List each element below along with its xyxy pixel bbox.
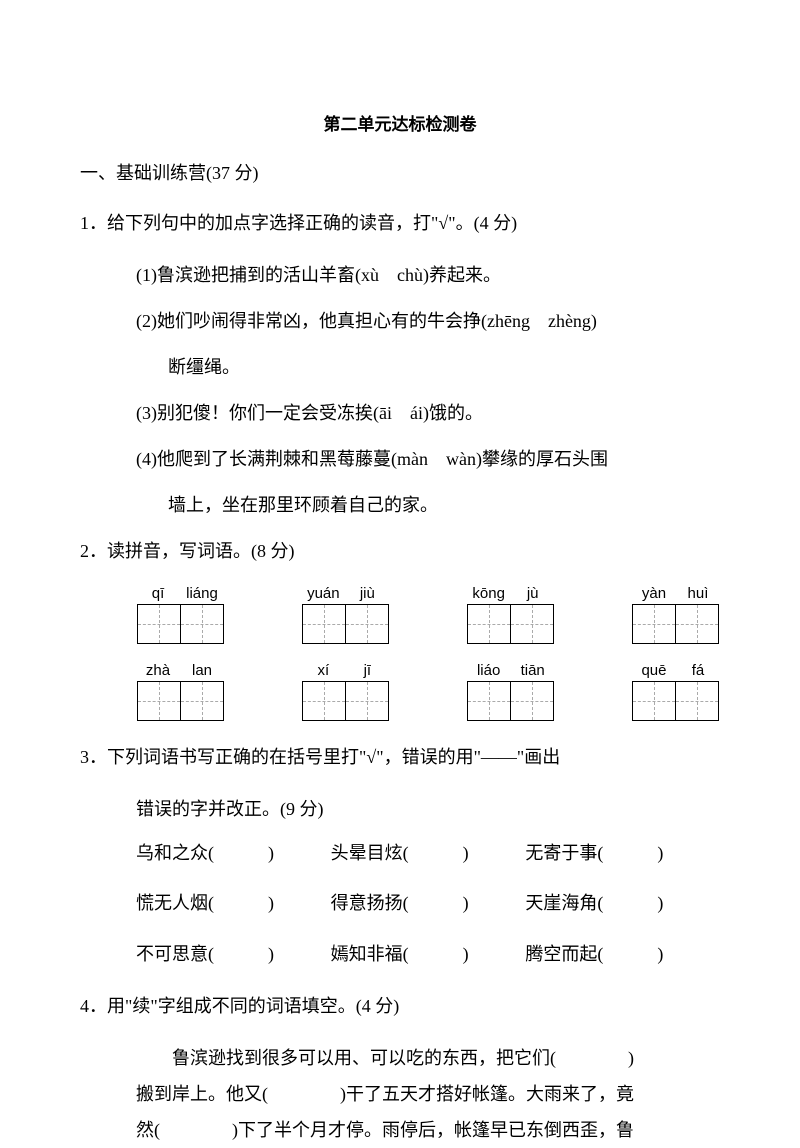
q1-s3: (3)别犯傻！你们一定会受冻挨(āi ái)饿的。 <box>80 395 720 431</box>
pinyin-group: xíjī <box>301 662 389 721</box>
q3-row: 乌和之众( ) 头晕目炫( ) 无寄于事( ) <box>80 837 720 869</box>
q3-cell: 嫣知非福( ) <box>331 938 526 970</box>
q3-row: 不可思意( ) 嫣知非福( ) 腾空而起( ) <box>80 938 720 970</box>
pinyin-label: quē <box>632 662 676 679</box>
pinyin-label: yàn <box>632 585 676 602</box>
pinyin-label: tiān <box>511 662 555 679</box>
q3-cell: 头晕目炫( ) <box>331 837 526 869</box>
pinyin-group: qīliáng <box>136 585 224 644</box>
char-cell[interactable] <box>345 681 389 721</box>
char-cell[interactable] <box>510 604 554 644</box>
q3-cell: 腾空而起( ) <box>525 938 720 970</box>
pinyin-label: jiù <box>345 585 389 602</box>
page-title: 第二单元达标检测卷 <box>80 110 720 135</box>
q2-row2: zhàlan xíjī liáotiān quēfá <box>80 662 720 721</box>
q3-cell: 得意扬扬( ) <box>331 887 526 919</box>
char-cell[interactable] <box>137 604 181 644</box>
char-cell[interactable] <box>467 604 511 644</box>
q3-cell: 不可思意( ) <box>136 938 331 970</box>
q1-stem: 1．给下列句中的加点字选择正确的读音，打"√"。(4 分) <box>80 205 720 241</box>
pinyin-group: yuánjiù <box>301 585 389 644</box>
pinyin-group: liáotiān <box>467 662 555 721</box>
char-cell[interactable] <box>675 604 719 644</box>
q3-cell: 慌无人烟( ) <box>136 887 331 919</box>
q4-stem: 4．用"续"字组成不同的词语填空。(4 分) <box>80 988 720 1024</box>
q3-row: 慌无人烟( ) 得意扬扬( ) 天崖海角( ) <box>80 887 720 919</box>
q3-stem-a: 3．下列词语书写正确的在括号里打"√"，错误的用"——"画出 <box>80 739 720 775</box>
q1-s4b: 墙上，坐在那里环顾着自己的家。 <box>80 487 720 523</box>
pinyin-label: yuán <box>301 585 345 602</box>
section-heading: 一、基础训练营(37 分) <box>80 159 720 185</box>
char-cell[interactable] <box>675 681 719 721</box>
q3-cell: 天崖海角( ) <box>525 887 720 919</box>
pinyin-label: zhà <box>136 662 180 679</box>
pinyin-group: yànhuì <box>632 585 720 644</box>
char-cell[interactable] <box>302 681 346 721</box>
pinyin-label: lan <box>180 662 224 679</box>
char-cell[interactable] <box>180 681 224 721</box>
pinyin-label: qī <box>136 585 180 602</box>
q4-p3: 然( )下了半个月才停。雨停后，帐篷早已东倒西歪，鲁 <box>80 1112 720 1148</box>
q1-s4: (4)他爬到了长满荆棘和黑莓藤蔓(màn wàn)攀缘的厚石头围 <box>80 441 720 477</box>
char-cell[interactable] <box>137 681 181 721</box>
q4-p1: 鲁滨逊找到很多可以用、可以吃的东西，把它们( ) <box>80 1040 720 1076</box>
q3-cell: 乌和之众( ) <box>136 837 331 869</box>
pinyin-label: liáo <box>467 662 511 679</box>
q1-s1: (1)鲁滨逊把捕到的活山羊畜(xù chù)养起来。 <box>80 257 720 293</box>
char-cell[interactable] <box>302 604 346 644</box>
pinyin-label: kōng <box>467 585 511 602</box>
pinyin-label: huì <box>676 585 720 602</box>
q3-stem-b: 错误的字并改正。(9 分) <box>80 791 720 827</box>
char-cell[interactable] <box>510 681 554 721</box>
q2-row1: qīliáng yuánjiù kōngjù yànhuì <box>80 585 720 644</box>
char-cell[interactable] <box>345 604 389 644</box>
q4-p2: 搬到岸上。他又( )干了五天才搭好帐篷。大雨来了，竟 <box>80 1076 720 1112</box>
char-cell[interactable] <box>467 681 511 721</box>
q1-s2b: 断缰绳。 <box>80 349 720 385</box>
q3-cell: 无寄于事( ) <box>525 837 720 869</box>
q2-stem: 2．读拼音，写词语。(8 分) <box>80 533 720 569</box>
pinyin-group: quēfá <box>632 662 720 721</box>
pinyin-group: kōngjù <box>467 585 555 644</box>
q1-s2: (2)她们吵闹得非常凶，他真担心有的牛会挣(zhēng zhèng) <box>80 303 720 339</box>
char-cell[interactable] <box>632 681 676 721</box>
pinyin-label: xí <box>301 662 345 679</box>
pinyin-label: fá <box>676 662 720 679</box>
char-cell[interactable] <box>632 604 676 644</box>
pinyin-group: zhàlan <box>136 662 224 721</box>
pinyin-label: jù <box>511 585 555 602</box>
pinyin-label: jī <box>345 662 389 679</box>
pinyin-label: liáng <box>180 585 224 602</box>
char-cell[interactable] <box>180 604 224 644</box>
